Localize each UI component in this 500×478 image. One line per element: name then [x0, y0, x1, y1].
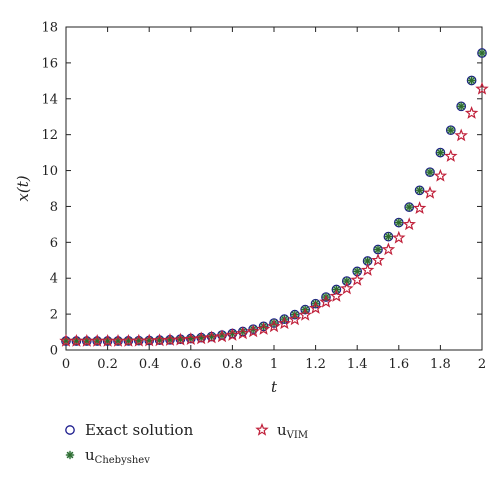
data-point: [371, 253, 385, 267]
y-tick-label: 6: [50, 236, 58, 251]
y-tick-label: 10: [41, 164, 58, 179]
data-point: [360, 263, 375, 276]
data-point: [477, 48, 487, 58]
data-point: [288, 312, 302, 326]
data-point: [433, 168, 448, 182]
data-point: [121, 333, 136, 347]
data-point: [436, 148, 445, 157]
x-tick-label: 1: [270, 357, 278, 372]
data-point: [236, 326, 250, 340]
legend-label: Exact solution: [85, 421, 194, 439]
data-point: [132, 333, 146, 347]
series-1: [61, 48, 487, 346]
y-tick-label: 18: [41, 21, 58, 36]
data-point: [415, 186, 424, 195]
data-point: [142, 333, 156, 347]
data-point: [394, 218, 403, 227]
legend-marker: [65, 450, 75, 460]
data-point: [163, 333, 177, 346]
y-tick-label: 8: [50, 200, 58, 215]
x-axis-ticks: 0 0.2 0.4 0.6 0.8 1 1.2 1.4 1.6 1.8 2: [62, 27, 486, 372]
y-axis-ticks: 0 2 4 6 8 10 12 14 16 18: [41, 21, 482, 359]
x-tick-label: 0: [62, 357, 70, 372]
data-point: [446, 125, 455, 135]
data-point: [405, 202, 414, 212]
y-tick-label: 12: [41, 128, 58, 143]
legend-label: uChebyshev: [85, 446, 150, 466]
data-point: [381, 242, 396, 256]
data-point: [373, 245, 383, 254]
data-point: [350, 272, 364, 286]
data-point: [340, 281, 354, 295]
data-point: [194, 331, 208, 345]
data-point: [329, 289, 344, 302]
data-point: [225, 328, 240, 341]
legend-marker: [65, 425, 75, 435]
data-point: [204, 330, 219, 344]
data-point: [59, 333, 73, 347]
x-tick-label: 0.4: [139, 357, 160, 372]
series-3: [59, 81, 489, 347]
data-point: [111, 333, 125, 347]
data-point: [392, 230, 406, 244]
data-point: [267, 319, 281, 333]
x-axis-label: t: [271, 378, 278, 396]
x-tick-label: 1.4: [347, 357, 368, 372]
data-point: [425, 167, 435, 177]
data-point: [259, 322, 268, 331]
legend-item: uChebyshev: [65, 446, 150, 466]
x-tick-label: 0.8: [222, 357, 243, 372]
x-tick-label: 0.6: [180, 357, 201, 372]
data-point: [319, 294, 333, 308]
data-point: [444, 149, 458, 162]
data-markers: [59, 48, 489, 347]
y-tick-label: 16: [41, 56, 58, 71]
data-point: [152, 333, 167, 347]
data-point: [246, 324, 260, 338]
data-point: [298, 307, 312, 321]
legend-label: uVIM: [277, 421, 308, 441]
y-tick-label: 14: [41, 92, 58, 107]
y-tick-label: 0: [50, 344, 58, 359]
data-point: [423, 185, 437, 199]
data-point: [256, 322, 271, 335]
data-point: [80, 333, 94, 347]
y-axis-label: x(t): [14, 175, 32, 201]
series-2: [61, 48, 487, 346]
data-point: [90, 333, 104, 347]
data-point: [100, 333, 115, 347]
legend-item: Exact solution: [65, 421, 194, 439]
data-point: [457, 102, 466, 111]
data-point: [215, 329, 229, 343]
y-tick-label: 4: [50, 272, 58, 287]
data-point: [454, 128, 468, 142]
data-point: [69, 333, 84, 347]
y-tick-label: 2: [50, 308, 58, 323]
x-tick-label: 1.8: [430, 357, 451, 372]
data-point: [353, 267, 362, 276]
x-tick-label: 1.6: [388, 357, 409, 372]
data-point: [184, 332, 198, 345]
x-tick-label: 1.2: [305, 357, 326, 372]
x-tick-label: 2: [478, 357, 486, 372]
data-point: [173, 332, 188, 346]
data-point: [475, 81, 489, 95]
x-tick-label: 0.2: [97, 357, 118, 372]
data-point: [412, 201, 427, 214]
data-point: [277, 316, 292, 330]
legend-item: uVIM: [255, 421, 308, 441]
data-point: [308, 301, 323, 314]
legend-marker: [255, 422, 269, 436]
data-point: [464, 106, 479, 119]
data-point: [402, 217, 416, 231]
legend: Exact solution uChebyshev uVIM: [65, 421, 308, 466]
data-point: [384, 232, 393, 241]
data-point: [467, 76, 476, 85]
